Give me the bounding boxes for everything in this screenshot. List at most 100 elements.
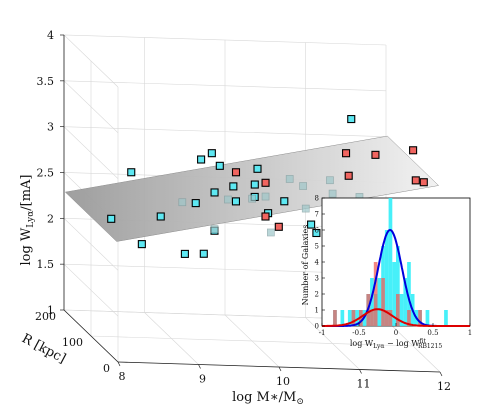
data-point-cyan (199, 249, 208, 258)
inset-x-label: log WLyα − log Wfit RB1215 (350, 338, 442, 350)
data-point-red (261, 212, 270, 221)
histogram-bar-red (381, 278, 385, 326)
histogram-bar-red (373, 262, 378, 326)
histogram-bar-red (407, 310, 411, 326)
data-point-red (409, 146, 418, 155)
histogram-bar-red (384, 310, 389, 326)
x-tick-mark (439, 371, 443, 377)
inset-y-tick-label: 0 (315, 323, 319, 331)
histogram-bar-cyan (444, 310, 448, 326)
histogram-bar-cyan (388, 198, 393, 326)
data-point-behind-plane (299, 182, 307, 190)
z-tick-label: 100 (62, 336, 83, 349)
histogram-bar-cyan (392, 262, 396, 326)
data-point-behind-plane (224, 195, 232, 204)
x-tick-label: 11 (357, 378, 371, 391)
inset-y-tick-label: 8 (315, 195, 319, 203)
z-axis-line (63, 309, 119, 363)
histogram-bar-cyan (340, 310, 345, 326)
inset-x-tick-label: -1 (319, 329, 326, 337)
inset-x-tick-label: 1 (468, 329, 472, 337)
data-point-cyan (231, 197, 240, 206)
inset-x-tick-label: 0 (394, 329, 398, 337)
inset-x-tick-label: 0.5 (427, 329, 438, 337)
data-point-cyan (250, 180, 259, 189)
histogram-bar-cyan (355, 310, 359, 326)
y-tick-label: 1.5 (37, 258, 55, 271)
inset-y-tick-label: 1 (315, 307, 319, 315)
inset-y-tick-label: 5 (315, 243, 319, 251)
histogram-bar-red (418, 310, 422, 326)
data-point-red (261, 178, 270, 187)
y-axis-label: log WLyα/[mA] (19, 174, 36, 265)
inset-y-tick-label: 3 (315, 275, 319, 283)
histogram-bar-cyan (370, 278, 374, 326)
histogram-bar-cyan (403, 278, 408, 326)
histogram-bar-cyan (377, 278, 382, 326)
histogram-bar-red (396, 294, 400, 326)
inset-fits (322, 228, 470, 327)
data-point-behind-plane (178, 198, 187, 207)
data-point-cyan (280, 197, 289, 206)
data-point-red (344, 171, 353, 180)
histogram-bar-red (388, 310, 393, 326)
data-point-cyan (210, 188, 219, 197)
x-tick-label: 9 (199, 373, 206, 386)
data-point-red (371, 150, 380, 159)
gaussian-fit-red (322, 308, 470, 327)
x-axis-label: log M∗/M⊙ (232, 390, 304, 407)
data-point-cyan (207, 149, 216, 158)
z-tick-label: 200 (35, 310, 56, 323)
data-point-red (341, 149, 351, 158)
histogram-bar-cyan (384, 230, 389, 326)
inset-ticks: 0 1 2 3 4 5 6 7 8 -1 -0.5 0 0.5 1 (315, 195, 473, 338)
data-point-cyan (191, 199, 200, 208)
y-tick-label: 3.5 (37, 75, 55, 88)
data-point-behind-plane (210, 225, 219, 233)
data-point-cyan (215, 161, 224, 170)
y-tick-label: 3 (47, 121, 54, 134)
data-point-red (274, 222, 283, 231)
inset-x-tick-label: -0.5 (352, 329, 366, 337)
data-point-red (231, 168, 241, 177)
histogram-bar-cyan (347, 310, 352, 326)
inset-y-tick-label: 7 (315, 211, 319, 219)
data-point-cyan (312, 228, 321, 238)
data-point-cyan (137, 240, 146, 249)
x-tick-mark (278, 366, 282, 372)
inset-y-tick-label: 2 (315, 291, 319, 299)
histogram-bar-cyan (425, 310, 430, 326)
data-point-behind-plane (261, 192, 270, 201)
y-tick-label: 2 (47, 212, 54, 225)
x-tick-mark (359, 369, 362, 374)
data-point-cyan (107, 214, 116, 223)
data-point-behind-plane (301, 204, 310, 213)
data-point-behind-plane (285, 175, 294, 183)
histogram-bar-red (351, 310, 356, 326)
data-point-behind-plane (328, 189, 337, 198)
data-point-cyan (253, 164, 262, 173)
data-point-cyan (229, 182, 238, 191)
data-point-cyan (127, 168, 136, 177)
data-point-cyan (307, 220, 316, 229)
histogram-bar-cyan (396, 246, 400, 326)
data-point-cyan (347, 115, 356, 124)
histogram-bar-red (333, 310, 337, 326)
data-point-cyan (180, 249, 189, 258)
x-tick-label: 8 (119, 370, 126, 383)
x-tick-label: 12 (437, 380, 451, 393)
histogram-bar-cyan (407, 262, 411, 326)
data-point-behind-plane (248, 194, 256, 203)
data-point-red (419, 178, 428, 187)
inset-y-tick-label: 4 (315, 259, 320, 267)
histogram-bar-red (370, 310, 374, 326)
histogram-bar-cyan (399, 294, 404, 326)
x-tick-mark (117, 361, 121, 367)
y-tick-label: 2.5 (37, 167, 55, 180)
y-tick-label: 4 (47, 29, 54, 42)
inset-y-label: Number of Galaxies (301, 225, 310, 306)
